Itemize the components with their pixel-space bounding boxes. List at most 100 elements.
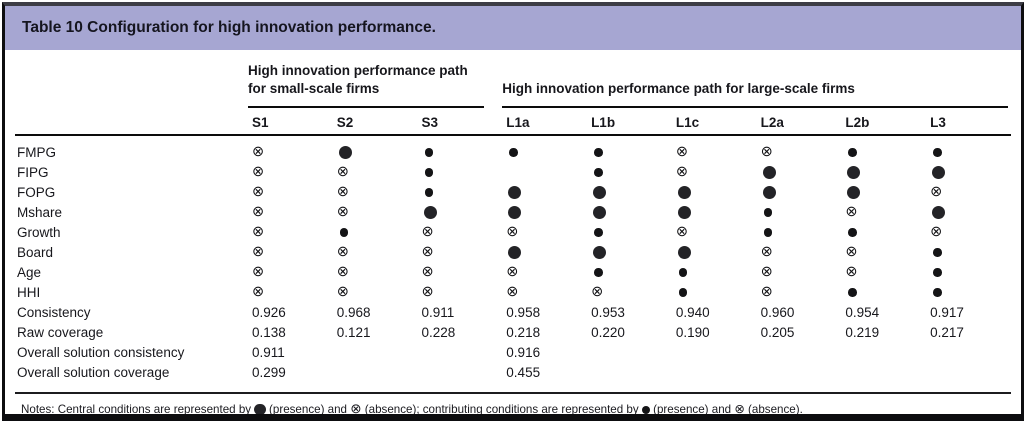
notes-text: (absence).: [744, 403, 803, 417]
metric-cell: [926, 362, 1011, 382]
central-presence-icon: [508, 185, 522, 199]
absence-icon: ⊗: [252, 144, 265, 161]
notes: Notes: Central conditions are represente…: [15, 394, 1011, 417]
absence-icon: ⊗: [336, 164, 349, 181]
condition-cell: [672, 282, 757, 302]
contributing-presence-icon: [424, 148, 434, 157]
metric-cell: 0.455: [506, 364, 541, 380]
contributing-presence-icon: [424, 168, 434, 177]
table-title: Table 10 Configuration for high innovati…: [22, 19, 436, 36]
column-key-l1a: L1a: [502, 107, 588, 136]
absence-icon: ⊗: [336, 284, 349, 301]
condition-cell: [587, 162, 672, 182]
group-header-small-scale: High innovation performance path for sma…: [248, 56, 502, 108]
condition-cell: [926, 282, 1011, 302]
configuration-table: High innovation performance path for sma…: [15, 56, 1011, 382]
absence-icon: ⊗: [930, 184, 943, 201]
condition-cell: [587, 202, 672, 222]
column-key-l2a: L2a: [756, 107, 842, 136]
condition-cell: [841, 222, 926, 242]
contributing-absence-icon: ⊗: [734, 402, 745, 417]
condition-label: Age: [17, 264, 42, 280]
contributing-presence-icon: [339, 228, 349, 237]
metric-cell: 0.916: [506, 344, 541, 360]
condition-cell: [418, 202, 503, 222]
condition-cell: [926, 202, 1011, 222]
condition-cell: ⊗: [502, 222, 587, 242]
central-presence-icon: [677, 245, 691, 259]
condition-cell: ⊗: [841, 242, 926, 262]
metric-cell: 0.138: [252, 324, 286, 340]
group-header-row: High innovation performance path for sma…: [15, 56, 1011, 108]
metric-cell: 0.960: [760, 304, 795, 320]
condition-cell: ⊗: [418, 282, 503, 302]
metric-cell: 0.219: [845, 324, 880, 340]
column-key-s2: S2: [332, 107, 418, 136]
condition-cell: [587, 135, 672, 163]
condition-cell: ⊗: [587, 282, 672, 302]
metric-label: Overall solution consistency: [17, 344, 185, 360]
condition-label: HHI: [17, 284, 41, 300]
condition-cell: ⊗: [502, 262, 587, 282]
condition-cell: ⊗: [672, 135, 757, 163]
notes-text: (presence) and: [265, 403, 351, 417]
central-presence-icon: [508, 205, 522, 219]
condition-cell: [926, 135, 1011, 163]
central-presence-icon: [338, 145, 352, 159]
absence-icon: ⊗: [845, 264, 858, 281]
metric-cell: 0.911: [252, 344, 285, 360]
central-presence-icon: [762, 185, 776, 199]
metric-cell: [841, 362, 926, 382]
absence-icon: ⊗: [252, 224, 265, 241]
condition-cell: ⊗: [926, 182, 1011, 202]
absence-icon: ⊗: [760, 264, 773, 281]
column-key-s3: S3: [417, 107, 503, 136]
contributing-presence-icon: [424, 188, 434, 197]
contributing-presence-icon: [933, 148, 942, 157]
absence-icon: ⊗: [845, 204, 858, 221]
metric-cell: 0.121: [336, 324, 371, 340]
absence-icon: ⊗: [760, 144, 773, 161]
contributing-presence-icon: [678, 268, 688, 277]
metric-cell: [757, 362, 842, 382]
metric-cell: [672, 342, 757, 362]
central-presence-icon: [847, 185, 861, 199]
absence-icon: ⊗: [336, 184, 349, 201]
condition-cell: ⊗: [333, 162, 418, 182]
condition-cell: [672, 242, 757, 262]
condition-cell: ⊗: [418, 222, 503, 242]
metric-cell: 0.218: [506, 324, 541, 340]
absence-icon: ⊗: [506, 264, 519, 281]
contributing-presence-icon: [594, 148, 603, 157]
condition-cell: ⊗: [333, 202, 418, 222]
column-key-l3: L3: [926, 107, 1011, 136]
absence-icon: ⊗: [252, 184, 265, 201]
condition-cell: [418, 135, 503, 163]
central-presence-icon: [847, 165, 861, 179]
metric-label: Consistency: [17, 304, 91, 320]
condition-cell: [841, 162, 926, 182]
condition-cell: [587, 262, 672, 282]
absence-icon: ⊗: [336, 264, 349, 281]
metric-cell: [841, 342, 926, 362]
condition-cell: [587, 222, 672, 242]
absence-icon: ⊗: [252, 244, 265, 261]
absence-icon: ⊗: [421, 224, 434, 241]
column-key-l2b: L2b: [841, 107, 927, 136]
condition-cell: ⊗: [248, 262, 333, 282]
absence-icon: ⊗: [930, 224, 943, 241]
condition-cell: ⊗: [502, 282, 587, 302]
central-presence-icon: [254, 403, 266, 414]
condition-cell: [333, 135, 418, 163]
absence-icon: ⊗: [336, 204, 349, 221]
condition-cell: [926, 242, 1011, 262]
condition-cell: ⊗: [418, 242, 503, 262]
condition-cell: ⊗: [333, 242, 418, 262]
contributing-presence-icon: [594, 268, 603, 277]
condition-label: FOPG: [17, 184, 56, 200]
condition-cell: [587, 182, 672, 202]
absence-icon: ⊗: [421, 264, 434, 281]
metric-label: Raw coverage: [17, 324, 104, 340]
table-title-bar: Table 10 Configuration for high innovati…: [5, 6, 1021, 50]
metric-cell: 0.205: [760, 324, 795, 340]
